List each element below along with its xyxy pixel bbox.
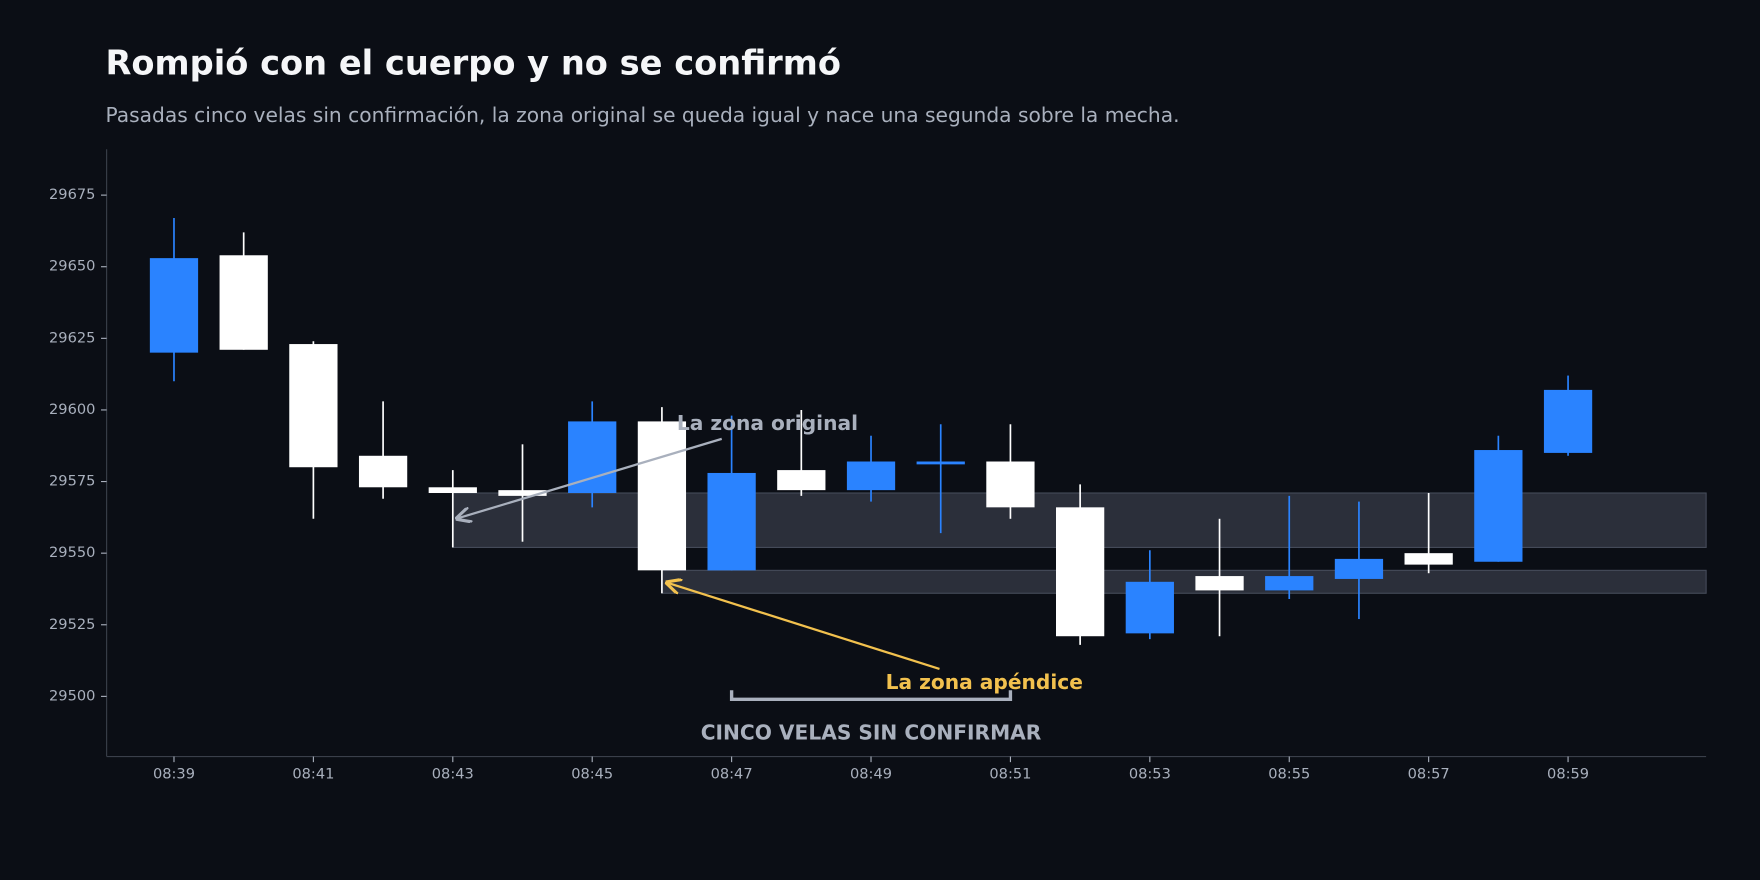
candle-body: [637, 421, 687, 571]
x-tick-label: 08:47: [711, 765, 753, 782]
bracket: [729, 690, 1013, 701]
x-tick-label: 08:39: [153, 765, 195, 782]
x-tick-label: 08:49: [850, 765, 892, 782]
candle-body: [149, 258, 199, 353]
zone: [661, 569, 1707, 594]
candle-body: [568, 421, 617, 494]
candle-body: [1474, 450, 1523, 562]
x-tick-label: 08:51: [989, 765, 1031, 782]
y-tick-label: 29600: [49, 401, 95, 418]
candle-body: [1195, 576, 1244, 591]
candle-body: [986, 461, 1035, 508]
annotation-arrow: [457, 437, 723, 519]
candle-body: [846, 461, 896, 491]
bracket-label: CINCO VELAS SIN CONFIRMAR: [701, 721, 1042, 745]
x-tick-label: 08:57: [1408, 765, 1450, 782]
candle-body: [777, 470, 826, 491]
y-tick-label: 29675: [49, 186, 95, 203]
candle-body: [1404, 553, 1453, 565]
y-tick-label: 29650: [49, 258, 95, 275]
y-tick-label: 29625: [49, 329, 95, 346]
annotation-label: La zona apéndice: [886, 670, 1083, 694]
chart-title: Rompió con el cuerpo y no se confirmó: [106, 44, 841, 83]
candle-body: [916, 461, 965, 465]
y-tick-label: 29525: [49, 616, 95, 633]
annotation-arrow: [667, 583, 940, 671]
x-tick-label: 08:43: [432, 765, 474, 782]
candle-body: [219, 255, 268, 350]
y-tick-label: 29550: [49, 544, 95, 561]
candle-body: [358, 455, 408, 488]
y-tick-label: 29575: [49, 473, 95, 490]
candle-body: [289, 344, 338, 468]
x-tick-label: 08:59: [1547, 765, 1589, 782]
annotation-label: La zona original: [677, 411, 858, 435]
x-tick-label: 08:53: [1129, 765, 1171, 782]
candle-body: [1125, 581, 1174, 634]
candle-body: [1334, 558, 1384, 579]
x-tick-label: 08:55: [1268, 765, 1310, 782]
x-tick-label: 08:45: [571, 765, 613, 782]
chart-subtitle: Pasadas cinco velas sin confirmación, la…: [106, 103, 1180, 127]
x-tick-label: 08:41: [292, 765, 334, 782]
candle-body: [498, 490, 547, 496]
candle-body: [707, 472, 756, 571]
y-tick-label: 29500: [49, 687, 95, 704]
candle-body: [428, 487, 477, 494]
candle-body: [1265, 576, 1314, 591]
candle-body: [1056, 507, 1105, 637]
candle-body: [1543, 389, 1593, 453]
